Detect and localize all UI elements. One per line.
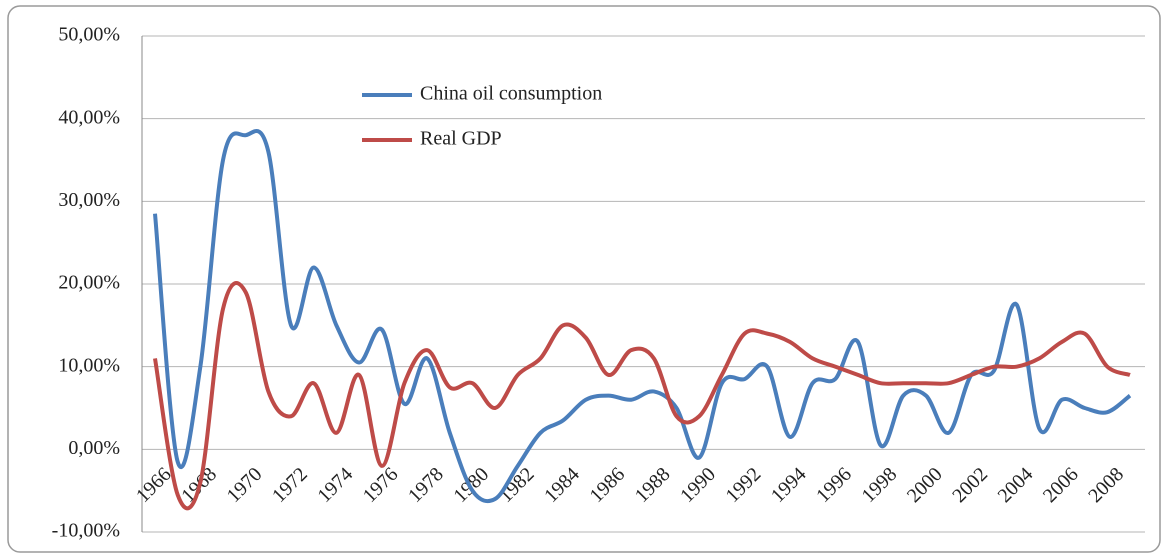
y-tick-label: 40,00% <box>58 106 120 128</box>
legend-label: China oil consumption <box>420 83 602 105</box>
y-tick-label: -10,00% <box>52 520 120 542</box>
y-tick-label: 10,00% <box>58 354 120 376</box>
series-line <box>153 281 1131 511</box>
series-line <box>153 129 1132 504</box>
y-tick-label: 0,00% <box>68 437 120 459</box>
y-tick-label: 50,00% <box>58 24 120 46</box>
y-tick-label: 20,00% <box>58 272 120 294</box>
legend-label: Real GDP <box>420 128 502 150</box>
y-tick-label: 30,00% <box>58 189 120 211</box>
